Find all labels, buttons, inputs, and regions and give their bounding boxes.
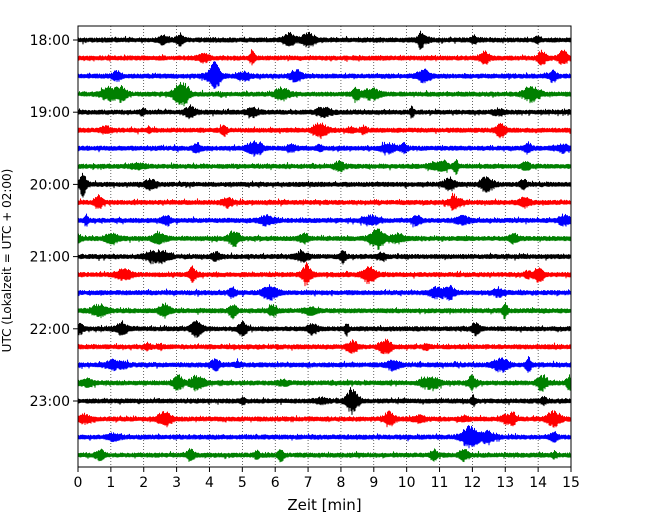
x-tick-label-14: 14 [529, 475, 547, 491]
trace-1830 [77, 61, 572, 89]
trace-2200 [77, 319, 572, 339]
trace-1915 [77, 122, 572, 140]
trace-1845 [77, 81, 572, 107]
trace-1900 [77, 104, 572, 120]
traces [77, 30, 572, 463]
trace-2000 [77, 172, 572, 198]
x-tick-label-5: 5 [238, 475, 247, 491]
y-axis-ticks: 18:00 19:00 20:00 21:00 22:00 23:00 [30, 33, 78, 410]
y-tick-label-2300: 23:00 [30, 394, 70, 410]
trace-2345 [77, 448, 572, 463]
x-tick-label-1: 1 [106, 475, 115, 491]
trace-2315 [77, 410, 572, 428]
x-tick-label-4: 4 [205, 475, 214, 491]
trace-2115 [77, 262, 572, 287]
trace-2100 [77, 248, 572, 265]
y-axis-label: UTC (Lokalzeit = UTC + 02:00) [0, 169, 14, 353]
trace-2300 [77, 387, 572, 415]
x-tick-label-2: 2 [139, 475, 148, 491]
x-tick-label-10: 10 [398, 475, 416, 491]
x-tick-label-13: 13 [496, 475, 514, 491]
y-tick-label-2100: 21:00 [30, 250, 70, 266]
y-tick-label-1900: 19:00 [30, 105, 70, 121]
trace-2245 [77, 374, 572, 392]
x-tick-label-11: 11 [431, 475, 449, 491]
plot-frame [77, 25, 572, 468]
x-tick-label-7: 7 [304, 475, 313, 491]
trace-1930 [77, 140, 572, 157]
y-tick-label-2000: 20:00 [30, 177, 70, 193]
x-tick-label-6: 6 [271, 475, 280, 491]
x-axis-ticks: 0 1 2 3 4 5 6 7 8 9 10 11 12 13 14 15 [74, 467, 580, 491]
trace-1815 [77, 49, 572, 66]
x-tick-label-9: 9 [369, 475, 378, 491]
trace-1800 [77, 30, 572, 51]
x-tick-label-12: 12 [463, 475, 481, 491]
x-tick-label-0: 0 [74, 475, 83, 491]
trace-2045 [77, 228, 572, 250]
trace-2145 [77, 302, 572, 320]
x-axis-label: Zeit [min] [287, 496, 361, 514]
x-tick-label-8: 8 [336, 475, 345, 491]
trace-1945 [77, 159, 572, 176]
x-tick-label-15: 15 [562, 475, 580, 491]
trace-2230 [77, 355, 572, 373]
y-tick-label-1800: 18:00 [30, 33, 70, 49]
trace-2215 [77, 338, 572, 355]
x-tick-label-3: 3 [172, 475, 181, 491]
trace-2030 [77, 213, 572, 228]
trace-2015 [77, 192, 572, 211]
trace-2130 [77, 284, 572, 301]
trace-2330 [77, 425, 572, 449]
y-tick-label-2200: 22:00 [30, 322, 70, 338]
